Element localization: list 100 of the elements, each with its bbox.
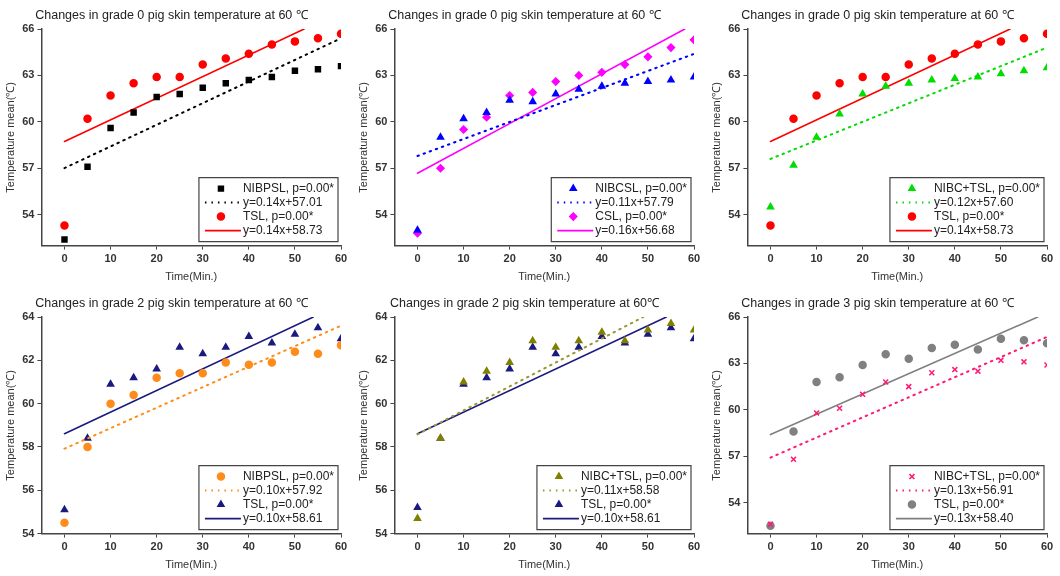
x-tick-label: 40 <box>242 252 255 265</box>
point <box>198 60 207 69</box>
point <box>222 79 230 87</box>
legend-label: CSL, p=0.00* <box>595 208 668 223</box>
point <box>176 90 183 98</box>
point <box>996 37 1006 46</box>
y-tick-label: 58 <box>375 439 388 452</box>
x-tick-label: 0 <box>61 252 68 265</box>
point <box>83 114 92 123</box>
point <box>904 354 913 364</box>
point <box>84 163 91 170</box>
point <box>551 89 560 97</box>
legend-label: y=0.14x+58.73 <box>933 222 1014 237</box>
chart-title: Changes in grade 3 pig skin temperature at 60 ℃ <box>741 295 1015 310</box>
legend-label: NIBCSL, p=0.00* <box>595 180 688 195</box>
point <box>881 349 890 359</box>
point <box>314 323 322 331</box>
point <box>904 60 913 69</box>
y-axis-title: Temperature mean(℃) <box>709 369 722 481</box>
x-tick-label: 60 <box>687 252 701 265</box>
y-tick-label: 63 <box>728 356 741 369</box>
legend-label: y=0.13x+58.40 <box>933 510 1014 525</box>
y-tick-label: 60 <box>728 114 741 127</box>
y-tick-label: 60 <box>375 114 388 127</box>
point <box>505 364 514 372</box>
x-tick-label: 30 <box>549 252 562 265</box>
y-tick-label: 66 <box>728 22 741 35</box>
point <box>621 78 629 86</box>
point <box>528 343 537 350</box>
y-tick-label: 54 <box>375 207 389 220</box>
x-tick-label: 40 <box>242 540 255 553</box>
x-tick-label: 20 <box>856 540 869 553</box>
point <box>244 360 254 369</box>
y-tick-label: 56 <box>22 483 35 496</box>
point <box>575 343 583 350</box>
point <box>1020 66 1028 74</box>
point <box>199 84 206 92</box>
legend-label: NIBC+TSL, p=0.00* <box>933 468 1041 483</box>
legend-label: TSL, p=0.00* <box>933 208 1005 223</box>
y-tick-label: 57 <box>728 449 741 462</box>
point <box>290 347 300 356</box>
point <box>198 369 207 378</box>
point <box>598 81 606 89</box>
point <box>974 72 982 80</box>
x-tick-label: 60 <box>1040 540 1054 553</box>
legend-label: y=0.14x+58.73 <box>242 222 323 237</box>
point <box>858 72 867 82</box>
point <box>858 360 867 370</box>
chart-title: Changes in grade 0 pig skin temperature at 60 ℃ <box>35 7 309 22</box>
point <box>528 97 537 105</box>
point <box>83 442 92 452</box>
x-tick-label: 20 <box>856 252 869 265</box>
x-tick-label: 50 <box>288 540 302 553</box>
x-axis-title: Time(Min.) <box>165 270 218 283</box>
point <box>620 60 630 69</box>
chart-title: Changes in grade 0 pig skin temperature at 60 ℃ <box>741 7 1015 22</box>
point <box>482 366 491 374</box>
y-axis-title: Temperature mean(℃) <box>3 369 16 481</box>
point <box>129 373 138 381</box>
x-tick-label: 10 <box>810 252 823 265</box>
point <box>245 76 253 84</box>
y-axis-title: Temperature mean(℃) <box>709 81 722 193</box>
legend-label: y=0.14x+57.01 <box>242 194 323 209</box>
point <box>667 319 675 326</box>
x-tick-label: 30 <box>902 540 915 553</box>
point <box>1019 335 1029 345</box>
x-tick-label: 50 <box>641 252 655 265</box>
y-axis-title: Temperature mean(℃) <box>3 81 16 193</box>
point <box>482 108 491 116</box>
point <box>950 340 960 350</box>
legend-label: y=0.16x+56.68 <box>595 222 675 237</box>
x-tick-label: 50 <box>994 252 1008 265</box>
x-tick-label: 50 <box>641 540 655 553</box>
point <box>152 72 161 82</box>
point <box>950 49 960 58</box>
point <box>881 81 890 89</box>
point <box>175 343 184 350</box>
x-tick-label: 60 <box>334 252 348 265</box>
x-tick-label: 0 <box>767 540 774 553</box>
point <box>198 349 207 357</box>
point <box>267 358 277 367</box>
x-tick-label: 60 <box>687 540 701 553</box>
chart-title: Changes in grade 2 pig skin temperature at 60 ℃ <box>35 295 309 310</box>
point <box>267 40 277 49</box>
y-tick-label: 64 <box>375 310 389 323</box>
y-tick-label: 60 <box>22 114 35 127</box>
point <box>459 114 468 122</box>
point <box>812 133 821 140</box>
x-tick-label: 10 <box>457 252 470 265</box>
point <box>973 40 983 49</box>
y-tick-label: 60 <box>22 396 35 409</box>
y-tick-label: 63 <box>728 68 741 81</box>
chart-title: Changes in grade 0 pig skin temperature at 60 ℃ <box>388 7 662 22</box>
x-tick-label: 30 <box>196 540 209 553</box>
point <box>551 349 560 357</box>
point <box>666 43 676 52</box>
point <box>290 37 300 46</box>
point <box>152 373 161 382</box>
point <box>528 336 537 344</box>
x-tick-label: 30 <box>196 252 209 265</box>
